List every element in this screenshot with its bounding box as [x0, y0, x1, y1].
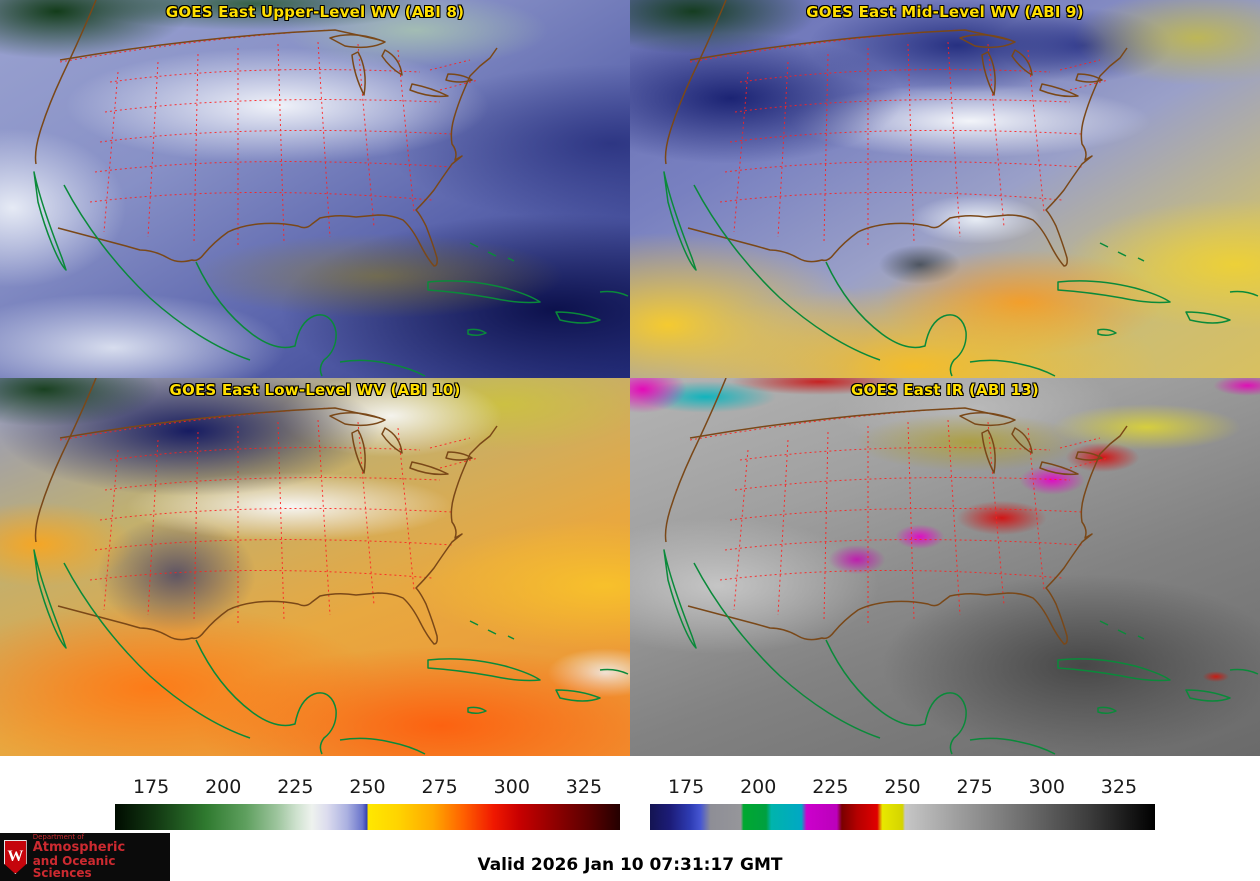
- logo-text: Department of Atmospheric and Oceanic Sc…: [32, 832, 170, 881]
- logo-department-of: Department of: [32, 832, 85, 841]
- tick-label: 275: [421, 776, 458, 798]
- tick-label: 225: [812, 776, 849, 798]
- tick-label: 325: [1100, 776, 1138, 798]
- tick-label: 325: [565, 776, 603, 798]
- panel-mid-level-wv: GOES East Mid-Level WV (ABI 9): [630, 0, 1260, 378]
- panel-ir: GOES East IR (ABI 13): [630, 378, 1260, 756]
- ir-colorbar: [650, 804, 1155, 830]
- logo-atmospheric: Atmospheric: [32, 840, 126, 856]
- tick-label: 200: [740, 776, 777, 798]
- map-overlay: [33, 378, 629, 755]
- tick-label: 225: [277, 776, 314, 798]
- footer: 175 200 225 250 275 300 325 175 200 225 …: [0, 756, 1260, 881]
- panel-title-abi10: GOES East Low-Level WV (ABI 10): [169, 381, 461, 399]
- panel-low-level-wv: GOES East Low-Level WV (ABI 10): [0, 378, 630, 756]
- wv-colorbar: [115, 804, 620, 830]
- wv-colorbar-group: 175 200 225 250 275 300 325: [115, 776, 620, 830]
- wv-colorbar-ticks: 175 200 225 250 275 300 325: [115, 776, 620, 798]
- map-overlay: [663, 378, 1259, 755]
- aos-department-logo: W Department of Atmospheric and Oceanic …: [0, 833, 170, 881]
- tick-label: 200: [205, 776, 242, 798]
- crest-letter: W: [7, 848, 24, 865]
- panel-title-abi13: GOES East IR (ABI 13): [850, 381, 1039, 399]
- logo-oceanic-sciences: and Oceanic Sciences: [32, 853, 116, 881]
- ir-colorbar-ticks: 175 200 225 250 275 300 325: [650, 776, 1155, 798]
- tick-label: 250: [884, 776, 921, 798]
- ir-colorbar-group: 175 200 225 250 275 300 325: [650, 776, 1155, 830]
- uw-crest-icon: W: [4, 840, 27, 874]
- tick-label: 275: [956, 776, 993, 798]
- tick-label: 250: [349, 776, 386, 798]
- valid-time: Valid 2026 Jan 10 07:31:17 GMT: [477, 855, 783, 875]
- tick-label: 300: [1028, 776, 1065, 798]
- tick-label: 175: [667, 776, 705, 798]
- tick-label: 175: [132, 776, 170, 798]
- panel-grid: GOES East Upper-Level WV (ABI 8) GOES Ea…: [0, 0, 1260, 756]
- map-overlay: [33, 0, 629, 377]
- panel-title-abi9: GOES East Mid-Level WV (ABI 9): [806, 3, 1084, 21]
- panel-title-abi8: GOES East Upper-Level WV (ABI 8): [165, 3, 465, 21]
- map-overlay: [663, 0, 1259, 377]
- panel-upper-level-wv: GOES East Upper-Level WV (ABI 8): [0, 0, 630, 378]
- tick-label: 300: [493, 776, 530, 798]
